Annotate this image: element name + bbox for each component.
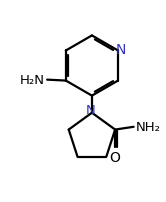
Text: N: N [86, 103, 96, 116]
Text: O: O [110, 150, 121, 164]
Text: H₂N: H₂N [20, 74, 45, 86]
Text: NH₂: NH₂ [135, 120, 160, 133]
Text: N: N [115, 43, 126, 57]
